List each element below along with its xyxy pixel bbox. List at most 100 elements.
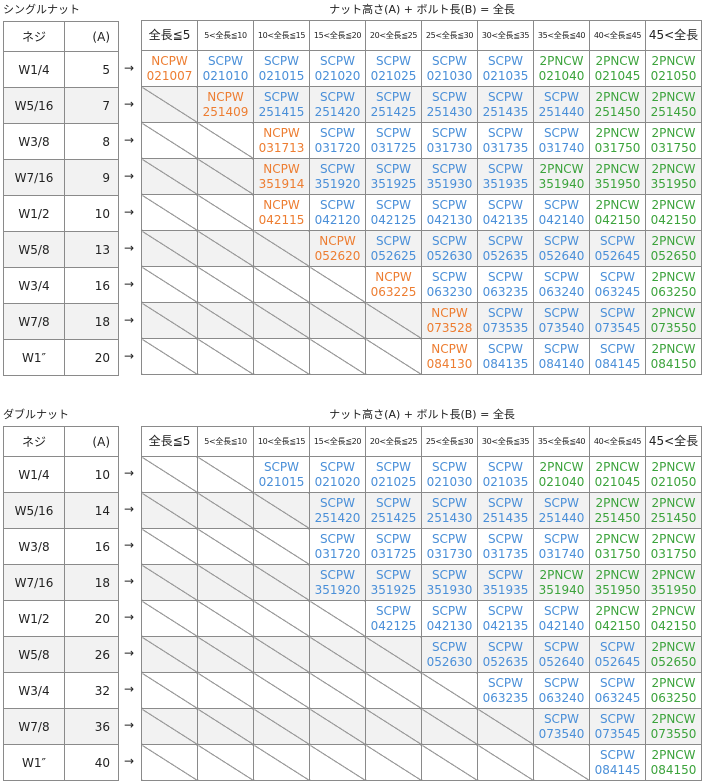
part-type: SCPW [431,89,468,104]
part-type: SCPW [543,125,580,140]
part-code: 021007 [146,68,193,83]
not-applicable-cell [365,338,422,375]
part-code: 021050 [650,474,697,489]
part-type: SCPW [375,89,412,104]
length-range-header: 35<全長≦40 [533,426,590,457]
part-row: NCPW 042115 SCPW 042120 SCPW 042125 SCPW 042130… [141,194,702,231]
part-type: 2PNCW [651,233,696,248]
part-number-cell: SCPW 251435 [477,492,534,529]
thread-header: ネジ [3,426,65,457]
part-code: 073535 [482,320,529,335]
size-row: W5/16 7 [3,87,119,124]
arrow-right-icon: → [123,466,135,480]
part-row: NCPW 351914 SCPW 351920 SCPW 351925 SCPW 351930… [141,158,702,195]
arrow-right-icon: → [123,502,135,516]
part-number-cell: SCPW 251425 [365,492,422,529]
part-type: SCPW [487,161,524,176]
part-number-cell: 2PNCW 052650 [645,230,702,267]
part-code: 251430 [426,510,473,525]
part-row: NCPW 084130 SCPW 084135 SCPW 084140 SCPW 084145… [141,338,702,375]
part-code: 031750 [650,140,697,155]
part-number-cell: SCPW 021020 [309,50,366,87]
part-number-cell: SCPW 052640 [533,636,590,673]
part-code: 251435 [482,104,529,119]
part-number-cell: SCPW 042130 [421,600,478,637]
part-code: 063235 [482,690,529,705]
part-code: 021020 [314,474,361,489]
thread-size: W5/8 [3,231,65,268]
part-type: 2PNCW [539,53,584,68]
part-type: SCPW [487,305,524,320]
part-number-cell: 2PNCW 042150 [589,194,646,231]
not-applicable-cell [197,744,254,781]
part-type: SCPW [487,531,524,546]
part-type: SCPW [375,459,412,474]
part-code: 251425 [370,510,417,525]
part-type: SCPW [543,603,580,618]
part-code: 031720 [314,140,361,155]
part-number-cell: SCPW 084145 [589,338,646,375]
part-row: SCPW 063235 SCPW 063240 SCPW 063245 2PNCW 06325… [141,672,702,709]
part-number-cell: 2PNCW 063250 [645,672,702,709]
part-number-cell: 2PNCW 021045 [589,50,646,87]
size-row: W1/4 10 [3,456,119,493]
part-type: SCPW [319,89,356,104]
part-row: NCPW 031713 SCPW 031720 SCPW 031725 SCPW 031730… [141,122,702,159]
length-header-row: 全長≦5 5<全長≦10 10<全長≦15 15<全長≦20 20<全長≦25 25<全長… [141,426,702,457]
size-table: ネジ (A) W1/4 5 W5/16 7 W3/8 8 W7/16 9 W1/2 10 W5/8 13 W… [3,21,119,376]
part-code: 063245 [594,690,641,705]
part-code: 073540 [538,320,585,335]
part-type: 2PNCW [539,567,584,582]
not-applicable-cell [253,302,310,339]
part-type: NCPW [431,341,468,356]
part-row: SCPW 021015 SCPW 021020 SCPW 021025 SCPW 021030… [141,456,702,493]
formula-header: ナット高さ(A) + ボルト長(B) = 全長 [329,3,515,16]
size-header-row: ネジ (A) [3,426,119,457]
part-code: 052635 [482,654,529,669]
part-type: SCPW [543,233,580,248]
not-applicable-cell [141,302,198,339]
part-code: 021030 [426,68,473,83]
part-number-cell: 2PNCW 052650 [645,636,702,673]
part-code: 084145 [594,356,641,371]
part-type: SCPW [207,53,244,68]
not-applicable-cell [253,564,310,601]
part-type: SCPW [263,53,300,68]
nut-height: 16 [64,528,119,565]
part-code: 251435 [482,510,529,525]
part-number-cell: SCPW 251440 [533,86,590,123]
part-type: SCPW [431,567,468,582]
part-number-cell: SCPW 063245 [589,266,646,303]
part-type: SCPW [543,495,580,510]
part-type: SCPW [431,495,468,510]
part-code: 251420 [314,510,361,525]
thread-size: W1/4 [3,51,65,88]
size-row: W5/8 13 [3,231,119,268]
part-number-cell: SCPW 073540 [533,302,590,339]
part-code: 021020 [314,68,361,83]
part-code: 042125 [370,618,417,633]
part-row: SCPW 031720 SCPW 031725 SCPW 031730 SCPW 031735… [141,528,702,565]
part-code: 031735 [482,546,529,561]
not-applicable-cell [197,636,254,673]
part-number-cell: SCPW 251430 [421,492,478,529]
part-code: 021015 [258,474,305,489]
part-number-cell: 2PNCW 073550 [645,302,702,339]
part-type: SCPW [599,305,636,320]
length-range-header: 25<全長≦30 [421,20,478,51]
part-type: SCPW [599,639,636,654]
not-applicable-cell [477,744,534,781]
part-code: 052630 [426,654,473,669]
part-number-cell: SCPW 251435 [477,86,534,123]
part-number-cell: SCPW 063235 [477,672,534,709]
not-applicable-cell [309,636,366,673]
part-code: 021010 [202,68,249,83]
part-type: SCPW [431,459,468,474]
part-type: 2PNCW [595,125,640,140]
part-code: 031750 [650,546,697,561]
part-number-cell: SCPW 042125 [365,194,422,231]
nut-height: 20 [64,600,119,637]
part-type: 2PNCW [651,53,696,68]
not-applicable-cell [197,708,254,745]
not-applicable-cell [141,744,198,781]
